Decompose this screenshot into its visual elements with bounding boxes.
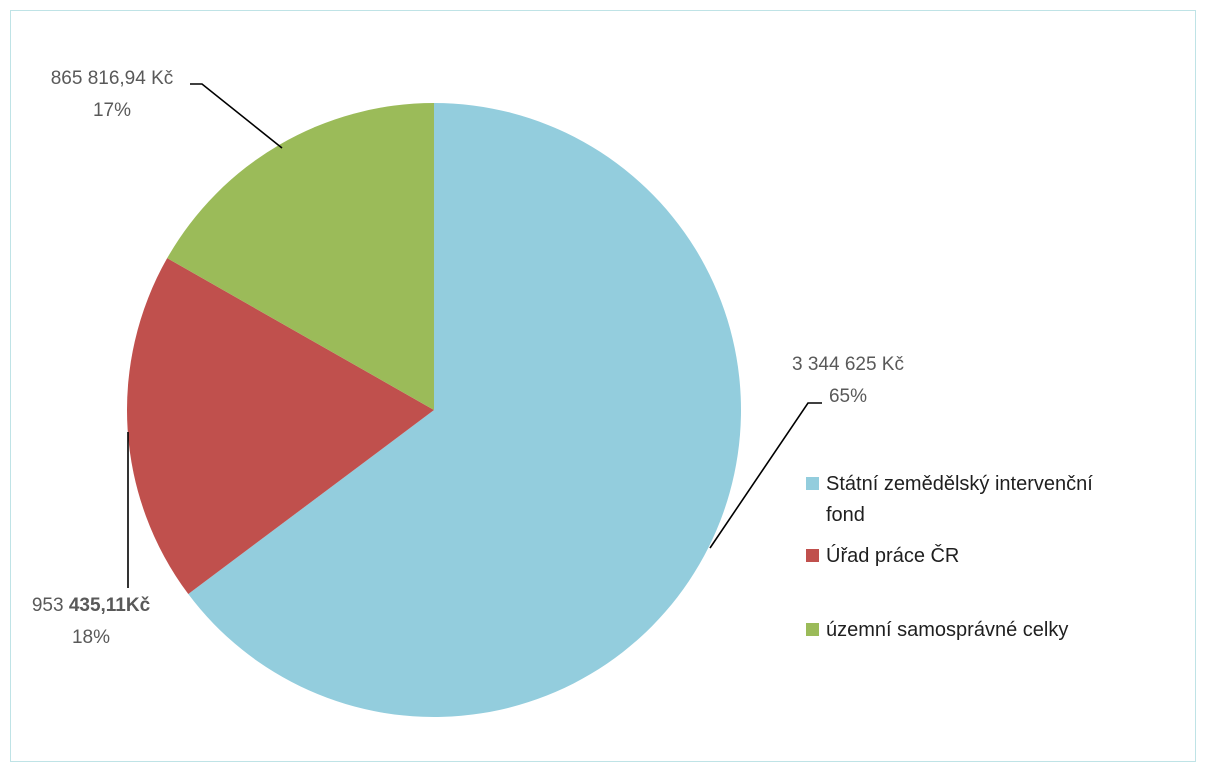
data-label-value-urad-prace-cr: 953 435,11Kč bbox=[32, 595, 151, 616]
data-label-percent-statni-zemedelsky-intervencni-fond: 65% bbox=[829, 386, 867, 407]
pie-slice-statni-zemedelsky-intervencni-fond bbox=[188, 103, 742, 717]
legend-label: územní samosprávné celky bbox=[826, 619, 1068, 641]
legend-swatch bbox=[806, 623, 819, 636]
legend-label: fond bbox=[826, 504, 865, 526]
data-label-value-text: 953 bbox=[32, 595, 69, 616]
data-label-percent-uzemni-samospravne-celky: 17% bbox=[93, 100, 131, 121]
data-label-value-text: 3 344 625 Kč bbox=[792, 354, 904, 375]
legend-entry-urad-prace-cr: Úřad práce ČR bbox=[806, 544, 959, 567]
legend-entry-uzemni-samospravne-celky: územní samosprávné celky bbox=[806, 619, 1068, 641]
legend-label: Úřad práce ČR bbox=[826, 544, 959, 567]
data-label-value-text: 865 816,94 Kč bbox=[51, 68, 174, 89]
legend-swatch bbox=[806, 549, 819, 562]
pie-slice-urad-prace-cr bbox=[126, 258, 435, 595]
data-label-value-bold-text: 435,11Kč bbox=[69, 595, 151, 616]
legend-entry-statni-zemedelsky-intervencni-fond: Státní zemědělský intervenční fond bbox=[806, 473, 1093, 526]
leader-line-uzemni-samospravne-celky bbox=[190, 83, 283, 149]
legend-swatch bbox=[806, 477, 819, 490]
data-label-percent-urad-prace-cr: 18% bbox=[72, 627, 110, 648]
data-labels: 3 344 625 Kč 65% 953 435,11Kč 18% 865 816,94… bbox=[32, 68, 904, 648]
legend: Státní zemědělský intervenční fond Úřad pr… bbox=[806, 473, 1093, 641]
legend-label: Státní zemědělský intervenční bbox=[826, 473, 1093, 495]
pie-slice-uzemni-samospravne-celky bbox=[167, 103, 434, 410]
pie-slices bbox=[126, 103, 742, 717]
leader-line-statni-zemedelsky-intervencni-fond bbox=[709, 402, 822, 549]
data-label-value-uzemni-samospravne-celky: 865 816,94 Kč bbox=[51, 68, 174, 89]
leader-lines bbox=[127, 83, 822, 588]
data-label-value-statni-zemedelsky-intervencni-fond: 3 344 625 Kč bbox=[792, 354, 904, 375]
